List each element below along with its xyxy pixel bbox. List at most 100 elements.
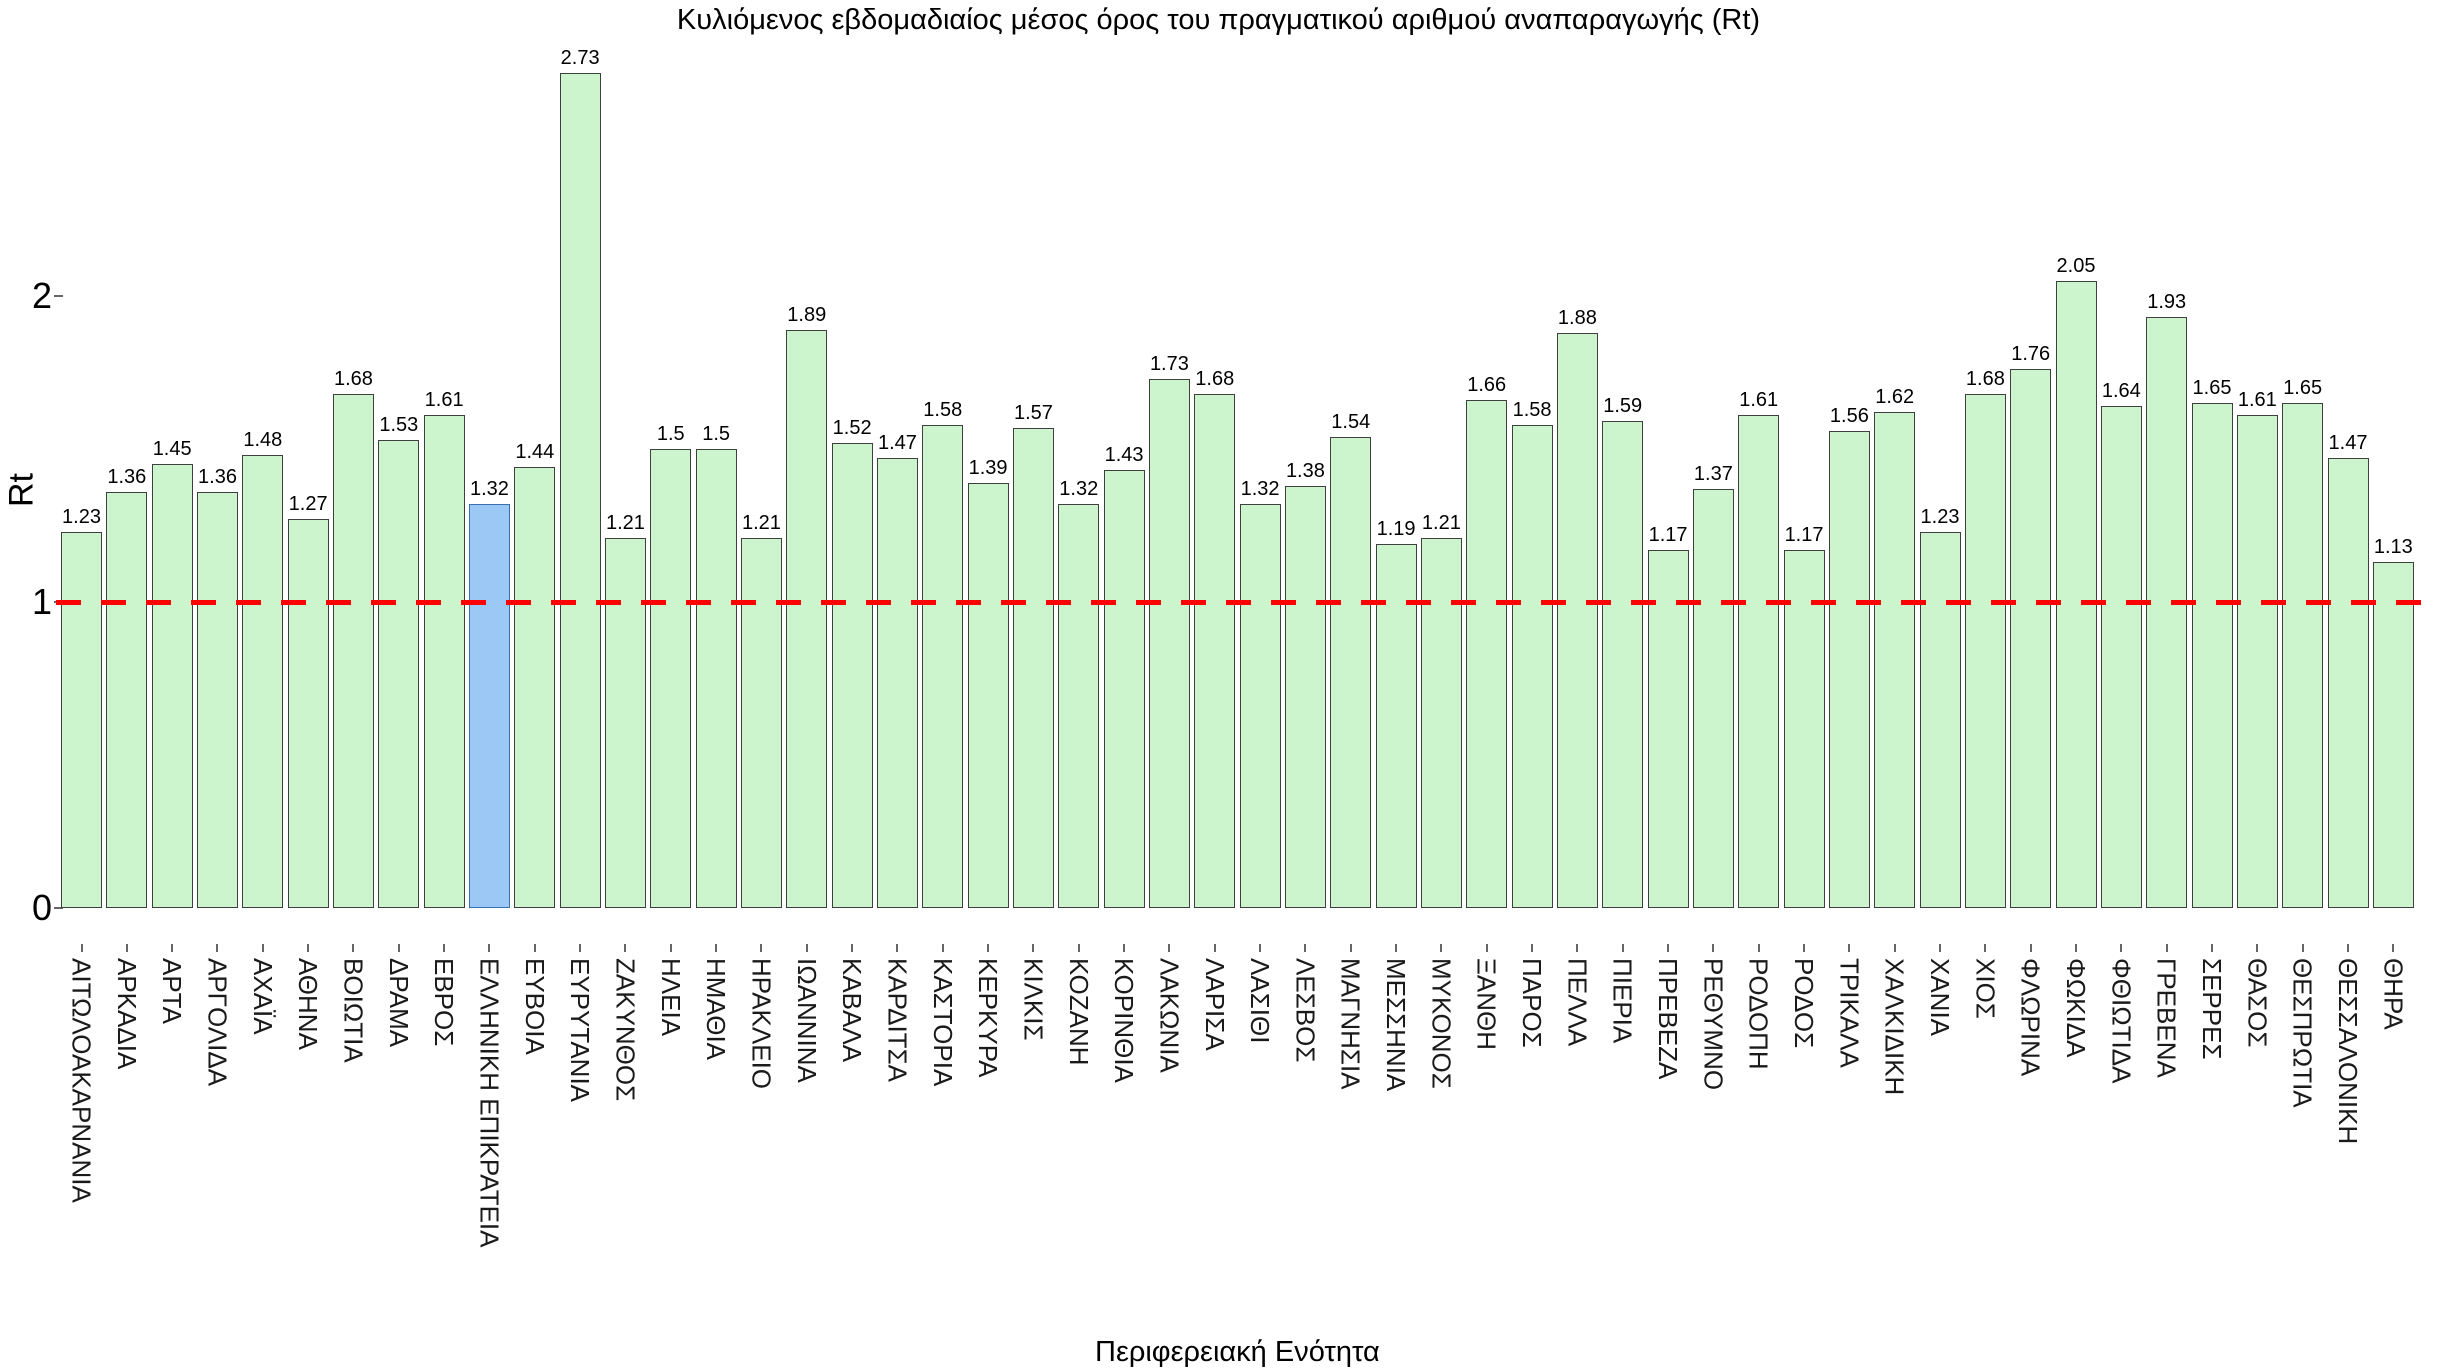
x-tick-label: ΒΟΙΩΤΙΑ: [338, 958, 369, 1063]
x-tick-label: ΠΙΕΡΙΑ: [1607, 958, 1638, 1044]
x-tick-mark: [1485, 944, 1488, 952]
bar-value-label: 1.32: [470, 478, 509, 501]
x-tick-mark: [352, 944, 355, 952]
bar-value-label: 1.17: [1648, 523, 1688, 546]
x-tick-label: ΜΥΚΟΝΟΣ: [1426, 958, 1457, 1089]
bar-highlighted: [468, 504, 510, 908]
x-tick-label: ΚΟΖΑΝΗ: [1063, 958, 1094, 1066]
bar-value-label: 1.17: [1784, 523, 1824, 546]
x-tick-label: ΚΑΒΑΛΑ: [837, 958, 868, 1063]
x-tick-mark: [443, 944, 446, 952]
bar-value-label: 2.05: [2056, 254, 2096, 277]
x-tick-mark: [261, 944, 264, 952]
x-tick-mark: [2165, 944, 2168, 952]
bar-value-label: 1.66: [1467, 374, 1507, 397]
x-tick-mark: [125, 944, 128, 952]
x-tick-label: ΧΙΟΣ: [1970, 958, 2001, 1019]
x-tick-mark: [1712, 944, 1715, 952]
bar: [1103, 470, 1145, 908]
bar-value-label: 1.68: [1965, 367, 2005, 390]
x-tick-mark: [2392, 944, 2395, 952]
x-tick-label: ΣΕΡΡΕΣ: [2197, 958, 2227, 1060]
x-tick-label: ΑΡΚΑΔΙΑ: [111, 958, 142, 1070]
bar-value-label: 1.68: [334, 367, 373, 390]
x-tick-mark: [1531, 944, 1534, 952]
bar: [2372, 562, 2414, 908]
x-tick-mark: [80, 944, 83, 952]
bar: [1239, 504, 1281, 908]
bar-value-label: 1.27: [288, 493, 328, 516]
bar-value-label: 1.21: [741, 511, 781, 534]
x-tick-mark: [1349, 944, 1352, 952]
x-tick-mark: [307, 944, 310, 952]
x-tick-mark: [760, 944, 763, 952]
bar: [1556, 332, 1598, 908]
bar: [61, 531, 102, 908]
bar-value-label: 1.39: [968, 456, 1008, 479]
x-tick-mark: [397, 944, 400, 952]
x-tick-label: ΙΩΑΝΝΙΝΑ: [791, 958, 822, 1083]
x-tick-label: ΜΑΓΝΗΣΙΑ: [1335, 958, 1366, 1090]
bar: [1828, 430, 1870, 908]
bar-value-label: 1.62: [1875, 386, 1915, 409]
x-tick-mark: [1939, 944, 1942, 952]
y-tick-label: 2: [31, 275, 52, 316]
x-tick-label: ΘΑΣΟΣ: [2242, 958, 2273, 1048]
x-tick-mark: [2211, 944, 2213, 952]
bar: [1692, 488, 1734, 908]
x-tick-label: ΑΡΓΟΛΙΔΑ: [202, 958, 233, 1087]
bar: [1194, 393, 1236, 908]
x-tick-mark: [1667, 944, 1670, 952]
x-tick-mark: [1123, 944, 1126, 952]
bar: [287, 519, 329, 908]
bar: [423, 415, 465, 908]
bar: [1330, 436, 1372, 908]
bar-value-label: 1.65: [2192, 377, 2232, 400]
x-tick-label: ΔΡΑΜΑ: [383, 958, 414, 1048]
y-tick-label: 0: [31, 887, 52, 928]
bar: [514, 467, 556, 908]
x-tick-label: ΓΡΕΒΕΝΑ: [2151, 958, 2182, 1078]
bar: [1058, 504, 1100, 908]
x-tick-label: ΛΕΣΒΟΣ: [1290, 958, 1321, 1063]
x-tick-label: ΛΑΣΙΘΙ: [1245, 958, 1276, 1044]
rt-threshold-line: [56, 600, 2433, 605]
x-tick-label: ΕΒΡΟΣ: [429, 958, 460, 1047]
bar: [2146, 317, 2188, 908]
x-tick-mark: [987, 944, 990, 952]
bar-value-label: 1.21: [1421, 511, 1461, 534]
x-tick-mark: [1621, 944, 1624, 952]
x-tick-label: ΚΑΣΤΟΡΙΑ: [927, 958, 958, 1087]
bar-value-label: 1.53: [379, 413, 419, 436]
bar: [2327, 458, 2369, 908]
x-tick-label: ΚΑΡΔΙΤΣΑ: [882, 958, 913, 1082]
x-tick-label: ΚΟΡΙΝΘΙΑ: [1109, 958, 1140, 1083]
bar-value-label: 2.73: [560, 46, 600, 69]
x-tick-label: ΑΡΤΑ: [157, 958, 188, 1024]
bar-value-label: 1.61: [424, 389, 464, 412]
bar: [2055, 280, 2097, 908]
y-tick-mark: [54, 295, 63, 297]
x-tick-mark: [1168, 944, 1171, 952]
bar-value-label: 1.68: [1195, 367, 1235, 390]
x-tick-mark: [2075, 944, 2078, 952]
x-tick-label: ΧΑΛΚΙΔΙΚΗ: [1879, 958, 1910, 1096]
bar: [876, 458, 918, 908]
x-tick-label: ΜΕΣΣΗΝΙΑ: [1381, 958, 1412, 1092]
bar: [378, 439, 420, 908]
bar: [604, 537, 646, 908]
x-tick-mark: [1848, 944, 1851, 952]
bar-value-label: 1.89: [787, 303, 827, 326]
x-tick-mark: [1757, 944, 1760, 952]
bar-value-label: 1.43: [1104, 444, 1144, 467]
x-tick-mark: [1259, 944, 1262, 952]
x-tick-label: ΑΧΑΪΑ: [247, 958, 278, 1035]
bar-value-label: 1.32: [1059, 478, 1099, 501]
x-tick-label: ΚΙΛΚΙΣ: [1018, 958, 1049, 1041]
x-tick-label: ΧΑΝΙΑ: [1925, 958, 1956, 1037]
bar-value-label: 1.23: [1920, 505, 1960, 528]
bar: [332, 393, 374, 908]
x-tick-mark: [1077, 944, 1080, 952]
bar-value-label: 1.44: [515, 441, 555, 464]
bar: [196, 491, 238, 908]
